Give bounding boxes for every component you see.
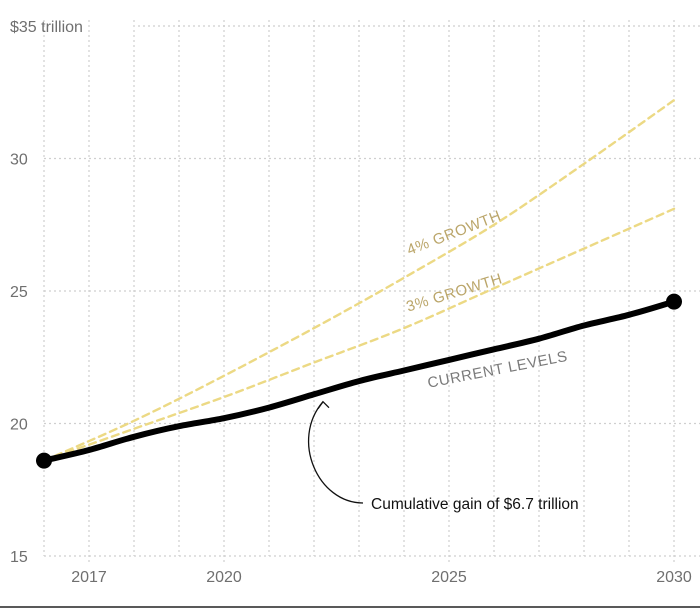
grid-lines	[0, 20, 700, 608]
series-lines	[36, 99, 682, 469]
endpoint-marker	[666, 293, 682, 310]
series-label: CURRENT LEVELS	[426, 348, 569, 392]
annotation-text: Cumulative gain of $6.7 trillion	[371, 496, 579, 513]
series-line-4-growth	[42, 99, 676, 462]
y-tick-label: $35 trillion	[10, 19, 83, 36]
annotation-arrow	[307, 401, 364, 504]
endpoint-marker	[36, 452, 52, 469]
y-axis-ticks: $35 trillion 30 25 20 15	[10, 19, 83, 566]
x-tick-label: 2025	[431, 569, 467, 586]
y-tick-label: 25	[10, 284, 28, 301]
annotation: Cumulative gain of $6.7 trillion	[307, 400, 579, 513]
x-tick-label: 2030	[656, 569, 692, 586]
y-tick-label: 30	[10, 152, 28, 169]
arrowhead-icon	[317, 400, 330, 410]
x-tick-label: 2017	[71, 569, 107, 586]
y-tick-label: 20	[10, 417, 28, 434]
x-axis-ticks: 2017 2020 2025 2030	[71, 569, 692, 586]
series-line-3-growth	[42, 207, 676, 462]
y-tick-label: 15	[10, 549, 28, 566]
x-tick-label: 2020	[206, 569, 242, 586]
series-label: 4% GROWTH	[405, 207, 504, 259]
series-line-current-levels	[41, 298, 677, 464]
series-label: 3% GROWTH	[404, 270, 504, 315]
